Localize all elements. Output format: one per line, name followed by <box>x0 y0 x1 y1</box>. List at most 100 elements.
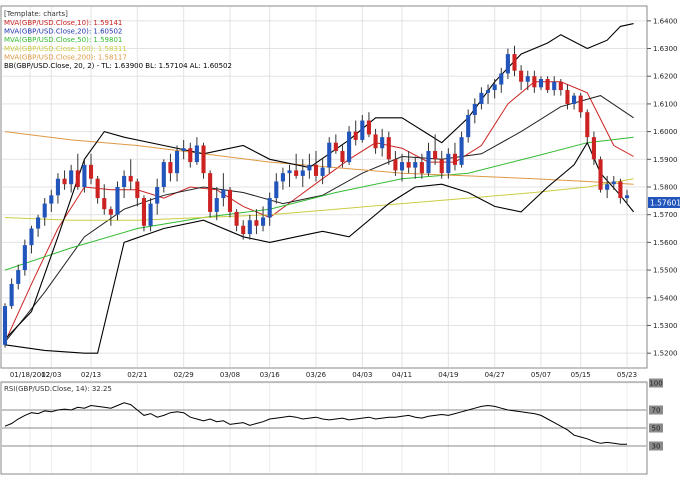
candle-body <box>433 151 438 160</box>
candle <box>439 151 444 179</box>
candle-body <box>320 167 325 176</box>
candle-body <box>366 120 371 135</box>
indicator-line-mva200 <box>4 131 634 185</box>
candle <box>29 225 34 254</box>
candle <box>525 70 530 91</box>
candle-body <box>479 92 484 104</box>
x-tick-label: 05/23 <box>617 371 637 379</box>
candle <box>108 206 113 226</box>
candle-body <box>247 220 252 235</box>
candle <box>393 151 398 176</box>
candle <box>42 198 47 226</box>
candle <box>538 76 544 91</box>
candle <box>366 112 371 138</box>
candle-body <box>386 137 391 160</box>
candle <box>611 175 616 190</box>
rsi-line-path <box>4 402 627 445</box>
candle <box>16 264 21 290</box>
candle <box>36 214 41 237</box>
candle-body <box>353 131 358 140</box>
price-y-tick-label: 1.6200 <box>653 73 678 81</box>
candle <box>333 134 338 154</box>
candle <box>406 151 411 174</box>
candle <box>115 181 120 221</box>
candle <box>353 120 358 146</box>
legend-item: MVA(GBP/USD.Close,50): 1.59801 <box>4 36 122 44</box>
candle <box>499 67 504 93</box>
candle <box>532 70 537 93</box>
candle <box>155 178 160 215</box>
candle-body <box>161 162 166 187</box>
candle <box>572 92 577 110</box>
price-y-tick-label: 1.5200 <box>653 350 678 358</box>
price-y-tick-label: 1.6000 <box>653 128 678 136</box>
candle <box>545 76 550 93</box>
candle-body <box>485 90 491 93</box>
candle <box>267 192 272 226</box>
candle-body <box>234 211 239 226</box>
candle <box>320 159 325 185</box>
candle <box>373 128 378 154</box>
candle <box>492 79 497 99</box>
candle <box>413 156 418 179</box>
candle <box>287 164 292 187</box>
candle-body <box>9 283 14 307</box>
candle <box>168 153 173 182</box>
candle-body <box>333 142 338 151</box>
candle-body <box>538 79 544 88</box>
candle-body <box>241 225 246 235</box>
candle-body <box>413 162 418 168</box>
candle-body <box>532 76 537 88</box>
price-y-tick-label: 1.6400 <box>653 17 678 25</box>
rsi-y-tick-label: 70 <box>652 407 661 415</box>
candle-body <box>16 270 21 284</box>
candle-body <box>399 162 405 171</box>
x-tick-label: 03/26 <box>306 371 327 379</box>
candle <box>102 184 107 215</box>
candle-body <box>267 198 272 218</box>
candle <box>552 76 557 96</box>
candle-body <box>122 175 127 187</box>
candle-body <box>466 115 471 138</box>
candle-body <box>307 164 312 171</box>
candle-body <box>62 178 67 185</box>
candle-body <box>313 164 319 176</box>
x-tick-label: 02/03 <box>41 371 61 379</box>
candle-body <box>148 203 153 226</box>
candle <box>313 151 319 182</box>
rsi-tick-badge <box>649 441 663 451</box>
candle <box>234 209 239 232</box>
candle-body <box>261 217 266 226</box>
candle-body <box>227 189 233 212</box>
candle-body <box>439 159 444 174</box>
indicator-line-bb_lower <box>4 141 635 354</box>
candle <box>280 167 285 190</box>
legend-item: MVA(GBP/USD.Close,100): 1.58311 <box>4 45 127 53</box>
candle-body <box>525 76 530 82</box>
candle-body <box>108 209 113 215</box>
last-price-marker: 1.57601 <box>648 197 680 208</box>
candle <box>380 128 385 157</box>
candle-body <box>605 184 610 190</box>
candle <box>274 173 279 204</box>
candle-body <box>360 120 365 140</box>
candle-body <box>585 112 590 138</box>
legend-item: MVA(GBP/USD.Close,10): 1.59141 <box>4 19 122 27</box>
candle <box>578 92 583 118</box>
candle <box>214 187 219 221</box>
candle-body <box>168 162 173 174</box>
indicator-line-bb_upper <box>4 23 634 340</box>
candle <box>426 142 431 176</box>
rsi-y-tick-label: 50 <box>652 425 661 433</box>
candle-body <box>393 159 398 171</box>
candle-body <box>36 217 41 229</box>
candle-body <box>373 134 378 149</box>
candle <box>174 145 180 182</box>
candle <box>605 175 610 199</box>
candle-body <box>419 162 424 174</box>
candle <box>519 65 524 91</box>
candle-body <box>294 170 299 176</box>
price-y-tick-label: 1.5500 <box>653 267 678 275</box>
candle <box>399 153 405 182</box>
candle <box>9 278 14 309</box>
